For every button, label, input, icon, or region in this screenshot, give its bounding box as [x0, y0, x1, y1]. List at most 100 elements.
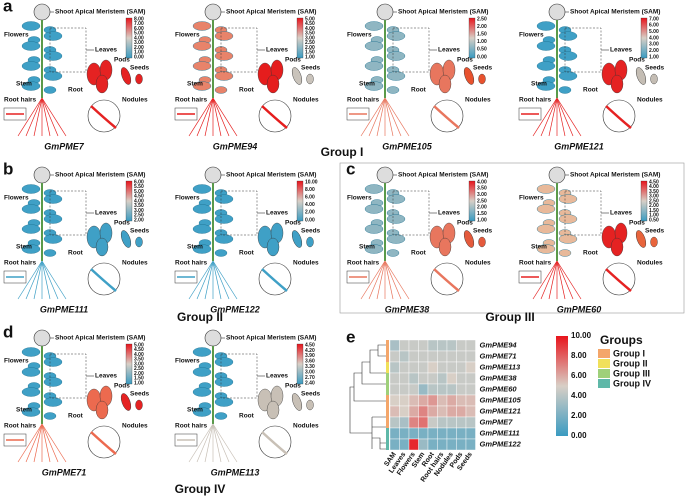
heatmap-cell — [427, 427, 438, 440]
leaf — [43, 357, 63, 367]
root — [384, 97, 394, 137]
organ-label: Seeds — [130, 65, 150, 72]
legend-label: Group IV — [613, 378, 651, 388]
root — [196, 260, 214, 300]
heatmap-cell — [465, 405, 476, 418]
organ-label: Stem — [531, 244, 547, 251]
color-bar — [125, 343, 133, 385]
color-bar — [468, 17, 476, 59]
gene-name: GmPME7 — [44, 141, 85, 151]
seed — [650, 73, 658, 85]
heatmap-cell — [418, 361, 429, 374]
scale-tick-label: 2.50 — [134, 213, 144, 219]
heatmap-cell — [427, 361, 438, 374]
organ-label: Seeds — [473, 65, 493, 72]
root — [556, 260, 574, 300]
organ-label: Flowers — [175, 358, 200, 365]
root — [188, 260, 214, 300]
panel-letter: a — [3, 0, 13, 15]
organ-label: Pods — [629, 57, 645, 64]
organ-label: Pods — [114, 220, 130, 227]
leaf — [192, 224, 212, 234]
leaf — [21, 21, 41, 31]
organ-label: Seeds — [645, 65, 665, 72]
organ-label: Flowers — [4, 195, 29, 202]
scale-tick-label: 5.00 — [134, 189, 144, 195]
root — [41, 423, 51, 463]
organ-label: Shoot Apical Meristem (SAM) — [570, 9, 660, 16]
heatmap-cell — [437, 427, 448, 440]
sam-icon — [33, 3, 51, 21]
organ-label: Root hairs — [347, 260, 380, 267]
root — [384, 260, 402, 300]
color-bar — [296, 180, 304, 222]
leaf — [558, 214, 578, 224]
scale-tick-label: 4.00 — [305, 26, 315, 32]
heatmap-cell — [389, 350, 400, 363]
scale-tick-label: 4.00 — [477, 179, 487, 185]
heatmap-cell — [456, 383, 467, 396]
legend-swatch — [598, 369, 610, 378]
root — [548, 260, 558, 300]
scale-tick-label: 4.50 — [305, 21, 315, 27]
organ-label: Shoot Apical Meristem (SAM) — [55, 335, 145, 342]
root — [188, 97, 214, 137]
heatmap-cell — [399, 383, 410, 396]
scale-tick-label: 2.50 — [134, 366, 144, 372]
root — [540, 260, 558, 300]
scale-tick-label: 3.50 — [134, 203, 144, 209]
heatmap-cell — [389, 394, 400, 407]
root — [212, 97, 238, 137]
organ-label: Stem — [16, 81, 32, 88]
scale-tick-label: 4.00 — [134, 198, 144, 204]
leaf — [43, 31, 63, 41]
scale-tick-label: 0.00 — [477, 54, 487, 60]
panel-letter: e — [346, 327, 355, 346]
scale-tick-label: 4.00 — [134, 352, 144, 358]
organ-label: Nodules — [465, 260, 491, 267]
heatmap-cell — [408, 427, 419, 440]
organ-label: Stem — [187, 81, 203, 88]
organ-label: Root hairs — [4, 97, 37, 104]
organ-label: Shoot Apical Meristem (SAM) — [226, 335, 316, 342]
root — [384, 260, 410, 300]
organ-label: Root — [583, 87, 599, 94]
leaf — [21, 347, 41, 357]
heatmap-cell — [399, 416, 410, 429]
heatmap-cell — [456, 394, 467, 407]
scale-tick-label: 5.00 — [305, 16, 315, 22]
legend-label: Group III — [613, 368, 650, 378]
leaf — [192, 184, 212, 194]
pod — [463, 230, 475, 248]
scale-tick-label: 2.50 — [477, 198, 487, 204]
leaf — [364, 81, 384, 91]
organ-label: Flowers — [347, 32, 372, 39]
scale-tick-label: 3.00 — [134, 40, 144, 46]
leaf — [386, 31, 406, 41]
scale-tick-label: 3.50 — [649, 189, 659, 195]
heatmap-cell — [418, 438, 429, 451]
scale-tick-label: 5.50 — [134, 184, 144, 190]
organ-label: Nodules — [637, 260, 663, 267]
heatmap-cell — [456, 339, 467, 352]
root — [212, 97, 230, 137]
leaf — [214, 194, 234, 204]
nodule-root — [433, 268, 460, 292]
scale-tick-label: 6.00 — [571, 371, 587, 380]
leaf — [214, 71, 234, 81]
pod — [635, 67, 647, 85]
nodule-root — [433, 105, 460, 129]
panel-letter: c — [346, 159, 355, 178]
scale-tick-label: 6.00 — [305, 195, 315, 201]
nodule-root — [261, 431, 288, 455]
heatmap-cell — [437, 372, 448, 385]
scale-tick-label: 3.00 — [134, 361, 144, 367]
organ-label: Leaves — [610, 47, 632, 54]
heatmap-cell — [399, 405, 410, 418]
leaf — [192, 204, 212, 214]
scale-tick-label: 1.00 — [305, 54, 315, 60]
root — [41, 97, 59, 137]
organ-label: Root — [68, 250, 84, 257]
heatmap-cell — [456, 350, 467, 363]
